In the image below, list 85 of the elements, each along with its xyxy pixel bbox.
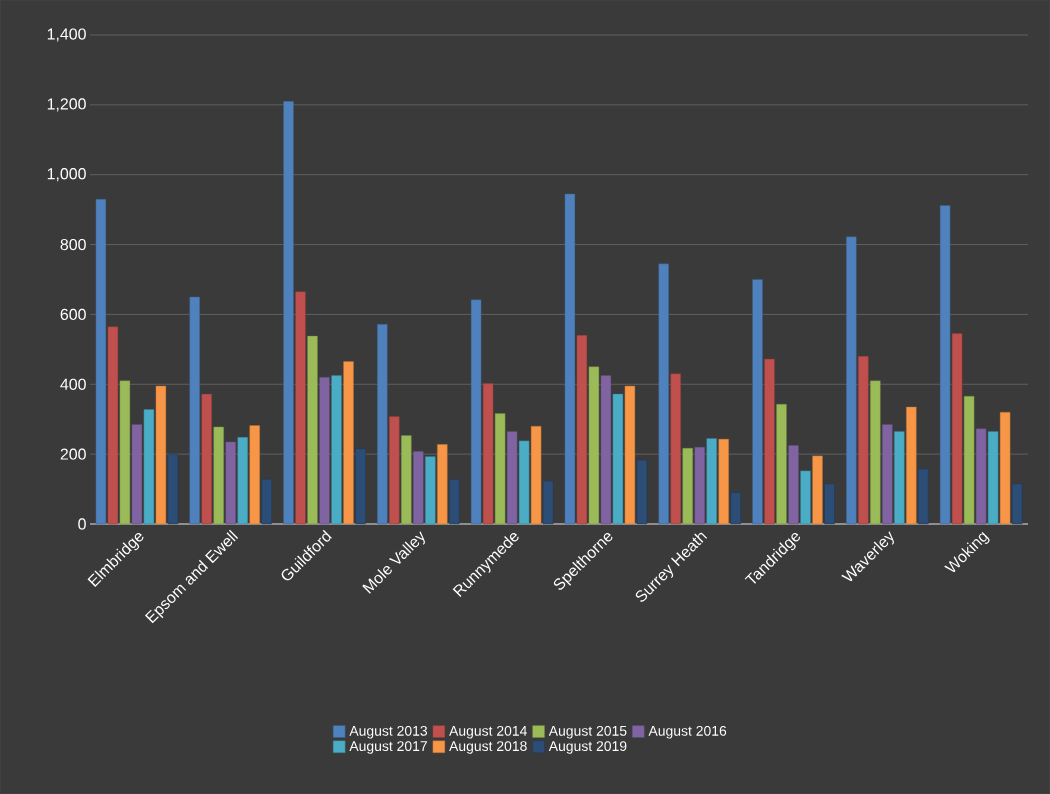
bar — [413, 451, 424, 525]
bar — [494, 413, 506, 525]
bar — [718, 438, 729, 525]
y-tick-label: 600 — [60, 308, 86, 321]
bar — [530, 425, 542, 525]
bar — [588, 366, 600, 525]
bar — [482, 383, 494, 525]
bar — [576, 335, 588, 525]
bar — [167, 453, 179, 525]
bar — [812, 455, 823, 525]
bar — [213, 426, 224, 525]
legend-label: August 2018 — [449, 741, 527, 754]
bar — [624, 385, 636, 525]
bar — [355, 448, 366, 525]
legend-label: August 2017 — [349, 741, 427, 754]
bar — [155, 385, 167, 525]
bar — [564, 193, 576, 525]
bar — [518, 440, 530, 525]
bar — [331, 375, 342, 525]
y-tick-label: 800 — [60, 238, 86, 251]
legend-label: August 2019 — [548, 741, 627, 754]
bar — [882, 424, 893, 525]
bar — [682, 447, 693, 525]
bar — [237, 437, 248, 525]
bar — [189, 296, 200, 525]
bar — [295, 291, 306, 525]
bar — [963, 395, 975, 525]
bar — [752, 279, 763, 525]
y-tick-label: 200 — [60, 448, 86, 460]
bar — [307, 335, 318, 525]
bar — [670, 373, 681, 525]
bar — [107, 326, 119, 525]
bar — [506, 431, 518, 525]
bar — [846, 236, 857, 525]
legend-label: August 2016 — [648, 725, 727, 739]
bar — [600, 375, 612, 525]
bar — [131, 424, 143, 525]
bar — [1011, 483, 1023, 525]
bar — [225, 441, 236, 525]
bar — [437, 444, 448, 525]
y-tick-label: 1,400 — [47, 28, 86, 42]
bar — [764, 358, 775, 525]
bar — [800, 470, 811, 525]
bar — [470, 299, 482, 525]
y-tick-label: 400 — [60, 378, 86, 390]
bar — [951, 333, 963, 525]
bar — [343, 361, 354, 525]
bar — [636, 459, 648, 525]
bar — [261, 479, 272, 525]
bar — [542, 480, 554, 525]
bar — [987, 431, 999, 525]
bar — [389, 416, 400, 525]
bar — [201, 393, 212, 525]
bar — [119, 380, 131, 525]
legend-label: August 2013 — [349, 725, 428, 739]
bar — [975, 428, 987, 525]
bar — [999, 412, 1011, 525]
bar — [319, 377, 330, 525]
bar — [283, 101, 294, 525]
bar — [377, 323, 388, 525]
bar — [858, 356, 869, 525]
bar — [870, 380, 881, 525]
bar — [939, 205, 951, 525]
y-tick-label: 1,000 — [47, 168, 86, 182]
bar — [694, 446, 705, 525]
bar — [401, 435, 412, 525]
bar — [788, 445, 799, 525]
bar — [612, 393, 624, 525]
legend-label: August 2014 — [449, 725, 527, 739]
bar — [824, 483, 835, 525]
bar — [249, 425, 260, 525]
bar — [894, 431, 905, 525]
bar — [95, 198, 107, 525]
bar — [918, 468, 929, 525]
bar — [658, 263, 669, 525]
bar — [706, 438, 717, 525]
y-tick-label: 0 — [78, 518, 86, 530]
bar — [425, 456, 436, 525]
bar — [730, 492, 741, 525]
bar — [906, 406, 917, 525]
bar — [776, 403, 787, 525]
bar — [143, 409, 155, 525]
bar — [449, 479, 460, 525]
y-tick-label: 1,200 — [47, 98, 86, 112]
legend-label: August 2015 — [548, 725, 627, 739]
